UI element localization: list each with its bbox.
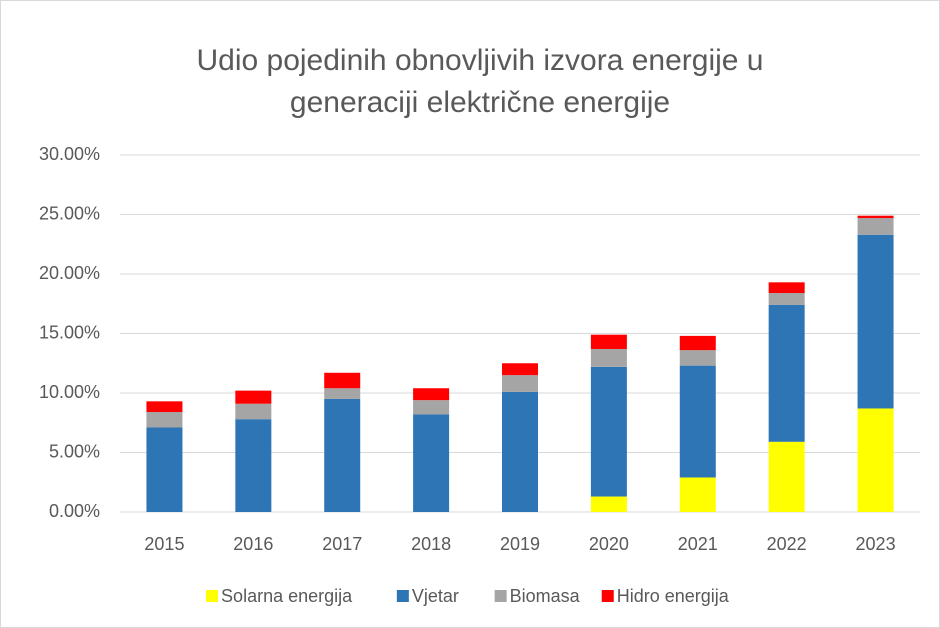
bar-segment bbox=[590, 366, 627, 497]
y-tick-label: 30.00% bbox=[39, 144, 100, 164]
bar-segment bbox=[413, 388, 450, 401]
bar-segment bbox=[324, 372, 361, 389]
legend-swatch bbox=[396, 590, 409, 602]
bar-segment bbox=[235, 419, 272, 512]
bar-segment bbox=[590, 348, 627, 367]
legend-label: Solarna energija bbox=[221, 586, 353, 606]
y-tick-label: 10.00% bbox=[39, 382, 100, 402]
bar-segment bbox=[235, 390, 272, 404]
legend-swatch bbox=[206, 590, 219, 602]
bar-segment bbox=[324, 388, 361, 399]
bar-segment bbox=[679, 365, 716, 478]
bar-segment bbox=[146, 427, 183, 512]
legend-swatch bbox=[494, 590, 507, 602]
bar-segment bbox=[768, 441, 805, 512]
bar-segment bbox=[590, 334, 627, 349]
y-tick-label: 25.00% bbox=[39, 203, 100, 223]
bar-segment bbox=[146, 412, 183, 428]
bar-segment bbox=[235, 403, 272, 420]
legend-label: Hidro energija bbox=[617, 586, 730, 606]
y-tick-label: 0.00% bbox=[49, 501, 100, 521]
x-tick-label: 2016 bbox=[233, 534, 273, 554]
chart-title: Udio pojedinih obnovljivih izvora energi… bbox=[196, 44, 763, 77]
bar-segment bbox=[679, 477, 716, 512]
x-tick-label: 2015 bbox=[144, 534, 184, 554]
y-tick-label: 15.00% bbox=[39, 322, 100, 342]
legend-swatch bbox=[601, 590, 614, 602]
bar-segment bbox=[857, 234, 894, 409]
bar-segment bbox=[679, 335, 716, 351]
x-tick-label: 2018 bbox=[411, 534, 451, 554]
bar-segment bbox=[502, 363, 538, 376]
x-tick-label: 2020 bbox=[589, 534, 629, 554]
bar-segment bbox=[857, 215, 894, 219]
bar-segment bbox=[502, 391, 538, 512]
bar-segment bbox=[590, 496, 627, 512]
bar-segment bbox=[146, 401, 183, 413]
x-tick-label: 2019 bbox=[500, 534, 540, 554]
bar-segment bbox=[857, 218, 894, 235]
legend-label: Biomasa bbox=[510, 586, 581, 606]
x-tick-label: 2017 bbox=[322, 534, 362, 554]
bar-segment bbox=[413, 414, 450, 512]
x-tick-label: 2023 bbox=[856, 534, 896, 554]
bar-segment bbox=[768, 282, 805, 294]
bar-segment bbox=[768, 304, 805, 442]
x-tick-label: 2022 bbox=[767, 534, 807, 554]
y-tick-label: 5.00% bbox=[49, 441, 100, 461]
bar-segment bbox=[502, 375, 538, 392]
bar-segment bbox=[324, 398, 361, 512]
bar-segment bbox=[413, 400, 450, 415]
x-tick-label: 2021 bbox=[678, 534, 718, 554]
bar-segment bbox=[857, 408, 894, 512]
bar-segment bbox=[768, 293, 805, 305]
chart-title: generaciji električne energije bbox=[290, 86, 670, 119]
bar-segment bbox=[679, 350, 716, 366]
y-tick-label: 20.00% bbox=[39, 263, 100, 283]
legend-label: Vjetar bbox=[412, 586, 459, 606]
